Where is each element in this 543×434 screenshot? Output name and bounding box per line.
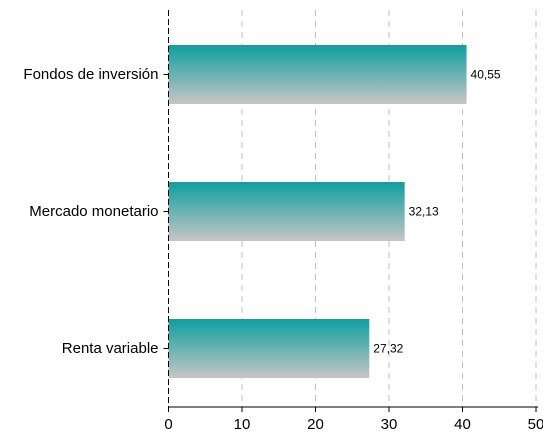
- value-label: 32,13: [409, 205, 439, 219]
- x-tick-label: 10: [234, 416, 251, 433]
- x-tick-label: 20: [307, 416, 324, 433]
- x-tick-label: 50: [528, 416, 543, 433]
- labels: Fondos de inversión 40,55 Mercado monetari…: [23, 66, 543, 433]
- category-label: Renta variable: [62, 340, 159, 357]
- bars: [168, 45, 467, 378]
- category-label: Fondos de inversión: [23, 66, 158, 83]
- value-label: 27,32: [373, 342, 403, 356]
- bar-3: [168, 319, 370, 378]
- x-tick-label: 40: [454, 416, 471, 433]
- category-label: Mercado monetario: [29, 203, 158, 220]
- axes: [163, 10, 538, 412]
- x-tick-label: 0: [164, 416, 172, 433]
- value-label: 40,55: [471, 68, 501, 82]
- bar-2: [168, 182, 405, 241]
- bar-1: [168, 45, 467, 104]
- x-tick-label: 30: [381, 416, 398, 433]
